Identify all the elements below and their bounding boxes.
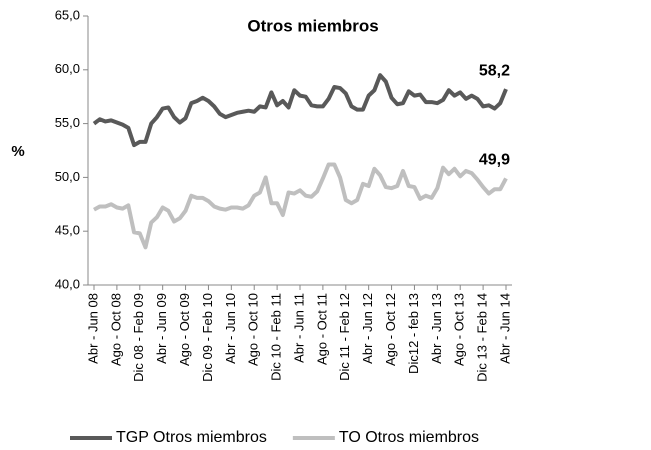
legend-label: TGP Otros miembros (116, 429, 267, 446)
x-tick-label: Abr - Jun 12 (360, 293, 375, 364)
x-tick-label: Ago - Oct 12 (383, 293, 398, 366)
x-tick-label: Ago - Oct 11 (314, 293, 329, 365)
chart-title: Otros miembros (247, 16, 378, 35)
series-line (93, 162, 508, 250)
x-tick-label: Dic 11 - Feb 12 (337, 293, 352, 381)
x-tick-label: Abr - Jun 13 (429, 293, 444, 364)
x-tick-label: Abr - Jun 14 (497, 293, 512, 364)
x-tick-label: Abr - Jun 11 (291, 293, 306, 363)
x-tick-label: Dic 10 - Feb 11 (269, 293, 284, 381)
x-tick-label: Dic12 - feb 13 (406, 293, 421, 374)
x-tick-label: Abr - Jun 09 (154, 293, 169, 364)
x-tick-label: Dic 09 - Feb 10 (200, 293, 215, 382)
x-tick-label: Abr - Jun 08 (85, 293, 100, 364)
x-tick-label: Dic 08 - Feb 09 (131, 293, 146, 382)
x-tick-label: Ago - Oct 13 (452, 293, 467, 366)
y-tick-label: 55,0 (55, 115, 80, 130)
series-line (92, 73, 508, 148)
data-label: 58,2 (479, 62, 510, 79)
y-axis-label: % (11, 143, 24, 160)
x-tick-label: Ago - Oct 09 (177, 293, 192, 366)
x-tick-label: Dic 13 - Feb 14 (475, 293, 490, 382)
y-tick-label: 45,0 (55, 223, 80, 238)
y-tick-label: 50,0 (55, 169, 80, 184)
x-tick-label: Ago - Oct 08 (108, 293, 123, 366)
y-tick-label: 65,0 (55, 7, 80, 22)
data-label: 49,9 (479, 152, 510, 169)
x-tick-label: Ago - Oct 10 (246, 293, 261, 366)
y-tick-label: 40,0 (55, 276, 80, 291)
legend-label: TO Otros miembros (339, 429, 479, 446)
x-tick-label: Abr - Jun 10 (223, 293, 238, 364)
y-tick-label: 60,0 (55, 61, 80, 76)
